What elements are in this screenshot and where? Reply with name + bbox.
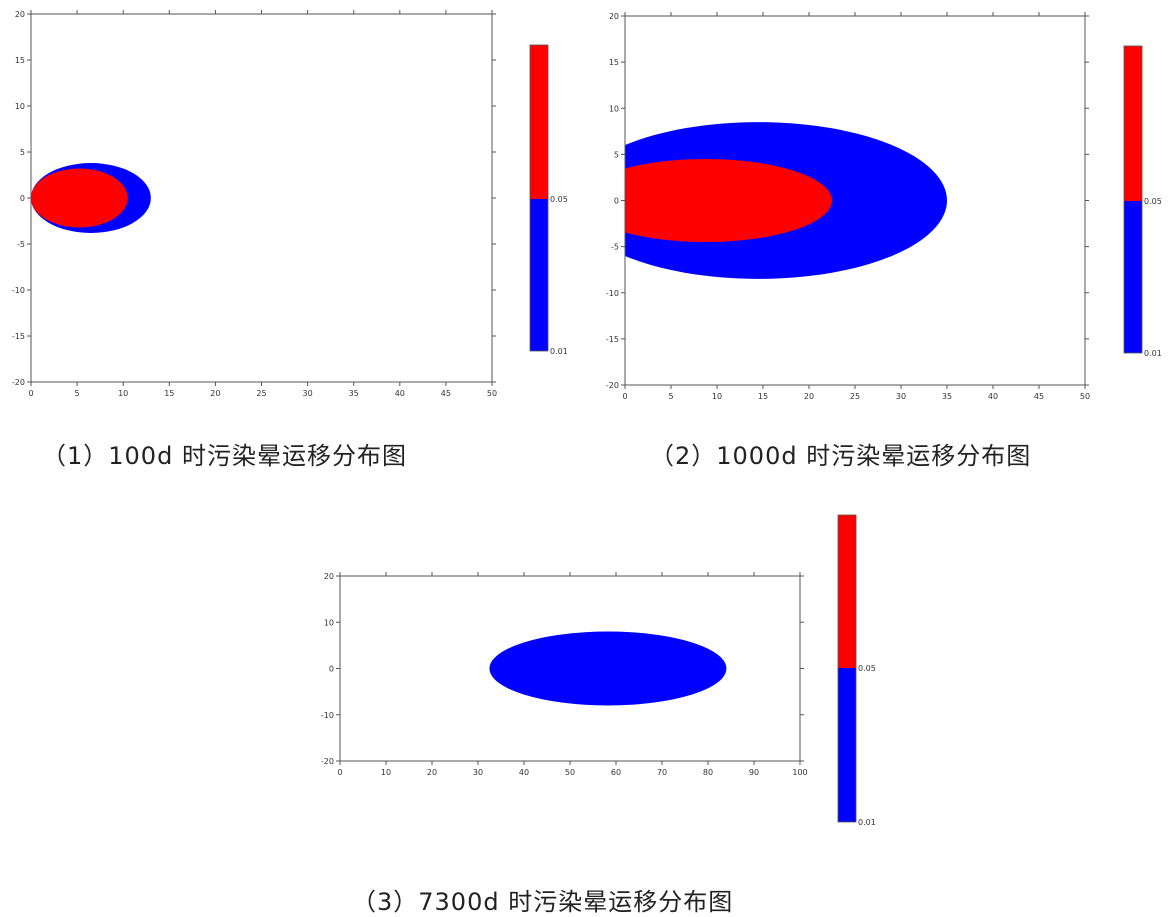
y-tick-label: 15 <box>609 58 619 67</box>
x-tick-label: 25 <box>850 392 860 401</box>
colorbar-red-segment <box>1124 46 1142 201</box>
x-tick-label: 30 <box>303 389 313 398</box>
plume-0.01 <box>489 631 727 706</box>
y-tick-label: 5 <box>614 150 619 159</box>
y-tick-label: -10 <box>606 289 619 298</box>
y-tick-label: -20 <box>321 757 334 766</box>
y-tick-label: 0 <box>20 194 25 203</box>
colorbar-blue-segment <box>1124 201 1142 353</box>
y-tick-label: -15 <box>12 332 25 341</box>
y-tick-label: -20 <box>12 378 25 387</box>
x-tick-label: 60 <box>611 768 621 777</box>
plume-group <box>625 122 947 279</box>
x-tick-label: 20 <box>804 392 814 401</box>
x-tick-label: 30 <box>473 768 483 777</box>
y-tick-label: 0 <box>329 665 334 674</box>
x-tick-label: 10 <box>712 392 722 401</box>
colorbar-frame <box>837 514 857 823</box>
colorbar-label-low: 0.01 <box>550 347 568 356</box>
y-tick-label: 10 <box>609 104 619 113</box>
x-tick-label: 70 <box>657 768 667 777</box>
colorbar-label-low: 0.01 <box>858 818 876 827</box>
caption-3: （3）7300d 时污染晕运移分布图 <box>352 888 734 916</box>
y-tick-label: 20 <box>324 572 334 581</box>
x-tick-label: 50 <box>1080 392 1090 401</box>
colorbar-blue-segment <box>838 668 856 822</box>
plume-0.05 <box>31 168 128 228</box>
x-tick-label: 40 <box>395 389 405 398</box>
x-tick-label: 40 <box>988 392 998 401</box>
colorbar-red-segment <box>530 45 548 199</box>
y-tick-label: 10 <box>324 618 334 627</box>
colorbar-frame <box>529 44 549 352</box>
x-tick-label: 0 <box>337 768 342 777</box>
x-tick-label: 5 <box>75 389 80 398</box>
x-tick-label: 0 <box>28 389 33 398</box>
y-tick-label: 20 <box>609 12 619 21</box>
plume-0.05 <box>625 159 832 243</box>
x-tick-label: 80 <box>703 768 713 777</box>
chart-2-plot: 0 5 10 15 20 25 30 35 40 45 5020151050-5-10-15-200… <box>606 12 1162 401</box>
x-tick-label: 0 <box>622 392 627 401</box>
x-tick-label: 50 <box>565 768 575 777</box>
x-tick-label: 40 <box>519 768 529 777</box>
y-tick-label: 0 <box>614 197 619 206</box>
x-tick-label: 20 <box>427 768 437 777</box>
x-tick-label: 25 <box>256 389 266 398</box>
chart-1-plot: 0 5 10 15 20 25 30 35 40 45 5020151050-5-10-15-200… <box>12 10 568 398</box>
y-tick-label: 15 <box>15 56 25 65</box>
x-tick-label: 100 <box>792 768 807 777</box>
x-tick-label: 45 <box>1034 392 1044 401</box>
x-tick-label: 20 <box>210 389 220 398</box>
x-tick-label: 10 <box>381 768 391 777</box>
colorbar-label-high: 0.05 <box>1144 197 1162 206</box>
colorbar-frame <box>1123 45 1143 354</box>
plume-group <box>489 631 727 706</box>
y-tick-label: -5 <box>17 240 25 249</box>
plume-group <box>31 163 151 233</box>
x-tick-label: 15 <box>164 389 174 398</box>
colorbar-label-high: 0.05 <box>858 664 876 673</box>
y-tick-label: 5 <box>20 148 25 157</box>
x-tick-label: 10 <box>118 389 128 398</box>
colorbar-red-segment <box>838 515 856 668</box>
x-tick-label: 35 <box>349 389 359 398</box>
x-tick-label: 90 <box>749 768 759 777</box>
y-tick-label: -15 <box>606 335 619 344</box>
caption-1: （1）100d 时污染晕运移分布图 <box>42 442 407 470</box>
y-tick-label: -20 <box>606 381 619 390</box>
x-tick-label: 5 <box>668 392 673 401</box>
y-tick-label: 20 <box>15 10 25 19</box>
colorbar-label-high: 0.05 <box>550 195 568 204</box>
x-tick-label: 45 <box>441 389 451 398</box>
y-tick-label: -10 <box>321 711 334 720</box>
colorbar-blue-segment <box>530 199 548 351</box>
y-tick-label: -10 <box>12 286 25 295</box>
chart-3-plot: 0 10 20 30 40 50 60 70 80 90 10020100-10-200.050.0… <box>321 514 876 827</box>
x-tick-label: 30 <box>896 392 906 401</box>
x-tick-label: 15 <box>758 392 768 401</box>
y-tick-label: 10 <box>15 102 25 111</box>
x-tick-label: 50 <box>487 389 497 398</box>
colorbar-label-low: 0.01 <box>1144 349 1162 358</box>
x-tick-label: 35 <box>942 392 952 401</box>
caption-2: （2）1000d 时污染晕运移分布图 <box>650 442 1032 470</box>
y-tick-label: -5 <box>611 243 619 252</box>
